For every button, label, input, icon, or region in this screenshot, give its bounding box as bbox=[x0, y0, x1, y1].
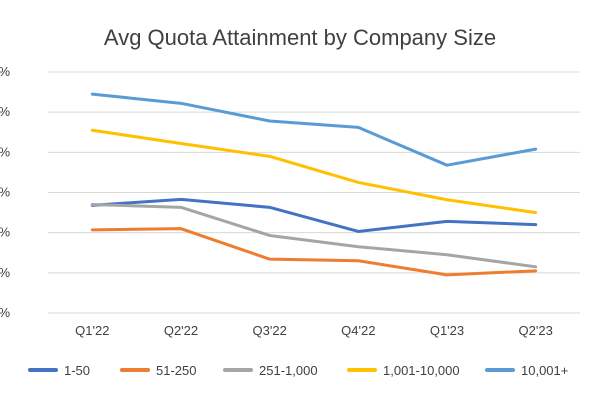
series-line bbox=[90, 203, 538, 269]
legend-item: 1,001-10,000 bbox=[347, 363, 460, 378]
series-line bbox=[90, 128, 538, 215]
y-tick-label: % bbox=[0, 265, 10, 280]
chart-title: Avg Quota Attainment by Company Size bbox=[104, 25, 496, 50]
x-tick-label: Q1'22 bbox=[75, 323, 109, 338]
x-axis-tick-labels: Q1'22 Q2'22 Q3'22 Q4'22 Q1'23 Q2'23 bbox=[75, 323, 553, 338]
legend-item: 10,001+ bbox=[485, 363, 568, 378]
series-line bbox=[90, 197, 538, 233]
y-tick-label: % bbox=[0, 104, 10, 119]
grid-lines bbox=[48, 71, 580, 314]
series-line bbox=[90, 92, 538, 167]
legend-item: 51-250 bbox=[120, 363, 196, 378]
y-axis-tick-labels: %%%%%%% bbox=[0, 64, 10, 320]
legend: 1-50 51-250 251-1,000 1,001-10,000 10,001+ bbox=[28, 363, 568, 378]
legend-label: 10,001+ bbox=[521, 363, 568, 378]
x-tick-label: Q2'23 bbox=[519, 323, 553, 338]
x-tick-label: Q4'22 bbox=[341, 323, 375, 338]
series-lines bbox=[90, 92, 538, 277]
x-tick-label: Q3'22 bbox=[253, 323, 287, 338]
y-tick-label: % bbox=[0, 305, 10, 320]
legend-label: 51-250 bbox=[156, 363, 196, 378]
legend-label: 1,001-10,000 bbox=[383, 363, 460, 378]
y-tick-label: % bbox=[0, 144, 10, 159]
legend-label: 1-50 bbox=[64, 363, 90, 378]
y-tick-label: % bbox=[0, 64, 10, 79]
legend-item: 251-1,000 bbox=[223, 363, 318, 378]
series-line bbox=[90, 227, 538, 277]
legend-label: 251-1,000 bbox=[259, 363, 318, 378]
legend-item: 1-50 bbox=[28, 363, 90, 378]
x-tick-label: Q1'23 bbox=[430, 323, 464, 338]
y-tick-label: % bbox=[0, 185, 10, 200]
y-tick-label: % bbox=[0, 225, 10, 240]
x-tick-label: Q2'22 bbox=[164, 323, 198, 338]
